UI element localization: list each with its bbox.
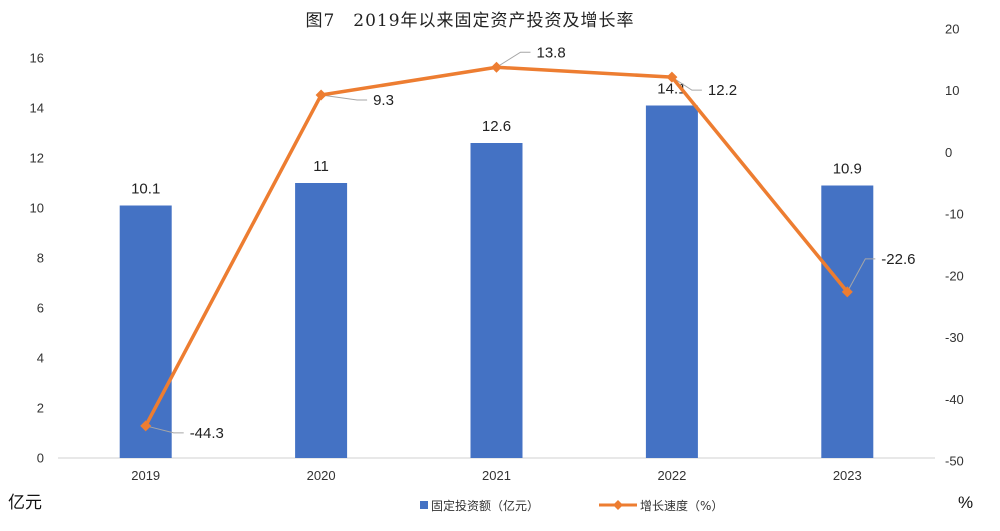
x-axis-ticks: 2019 2020 2021 2022 2023: [131, 468, 862, 483]
right-tick-label: -40: [945, 392, 964, 407]
bar-series: [119, 105, 874, 458]
legend: 固定投资额（亿元） 增长速度（%）: [420, 498, 723, 513]
left-tick-label: 2: [37, 401, 44, 416]
leader-line: [321, 94, 368, 101]
left-axis-ticks: 0 2 4 6 8 10 12 14 16: [30, 51, 44, 466]
line-data-label: 9.3: [373, 92, 394, 109]
left-tick-label: 4: [37, 351, 44, 366]
bar-data-label: 11: [313, 158, 329, 175]
left-axis-unit: 亿元: [8, 493, 42, 512]
line-data-labels: -44.3 9.3 13.8 12.2 -22.6: [190, 44, 916, 442]
bar: [645, 105, 698, 458]
left-tick-label: 14: [30, 101, 44, 116]
right-tick-label: 0: [945, 145, 952, 160]
bar: [295, 183, 348, 458]
line-marker: [841, 286, 853, 298]
legend-bar-swatch: [420, 501, 428, 509]
bar-data-label: 10.1: [131, 181, 160, 198]
legend-line-marker: [613, 500, 623, 510]
x-tick-label: 2023: [833, 468, 862, 483]
legend-line-label: 增长速度（%）: [640, 498, 723, 513]
bar: [119, 205, 172, 458]
line-markers: [140, 61, 853, 432]
leader-line: [145, 425, 184, 434]
right-tick-label: -10: [945, 207, 964, 222]
right-axis-unit: %: [958, 493, 973, 512]
left-tick-label: 8: [37, 251, 44, 266]
left-tick-label: 0: [37, 451, 44, 466]
line-data-label: 12.2: [708, 82, 737, 99]
leader-line: [496, 51, 531, 68]
line-data-label: -22.6: [881, 251, 915, 268]
line-marker: [140, 420, 152, 432]
line-data-label: 13.8: [537, 44, 566, 61]
bar-data-label: 10.9: [833, 161, 862, 178]
leader-line: [671, 76, 702, 91]
legend-bar-label: 固定投资额（亿元）: [431, 498, 539, 513]
line-data-label: -44.3: [190, 425, 224, 442]
x-tick-label: 2021: [482, 468, 511, 483]
right-tick-label: 10: [945, 83, 959, 98]
line-marker: [491, 61, 502, 73]
line-marker: [666, 71, 678, 83]
right-tick-label: -20: [945, 268, 964, 283]
x-tick-label: 2022: [657, 468, 686, 483]
right-tick-label: 20: [945, 22, 959, 37]
leader-line: [846, 258, 876, 293]
line-label-leaders: [145, 51, 876, 434]
right-tick-label: -30: [945, 330, 964, 345]
x-tick-label: 2020: [307, 468, 336, 483]
right-tick-label: -50: [945, 454, 964, 469]
right-axis-ticks: -50 -40 -30 -20 -10 0 10 20: [945, 22, 964, 469]
line-marker: [315, 89, 327, 101]
chart-title: 图7 2019年以来固定资产投资及增长率: [305, 11, 634, 31]
bar-data-label: 12.6: [482, 118, 511, 135]
left-tick-label: 16: [30, 51, 44, 66]
left-tick-label: 6: [37, 301, 44, 316]
bar: [821, 185, 874, 458]
left-tick-label: 10: [30, 201, 44, 216]
bar: [470, 143, 523, 458]
x-tick-label: 2019: [131, 468, 160, 483]
left-tick-label: 12: [30, 151, 44, 166]
